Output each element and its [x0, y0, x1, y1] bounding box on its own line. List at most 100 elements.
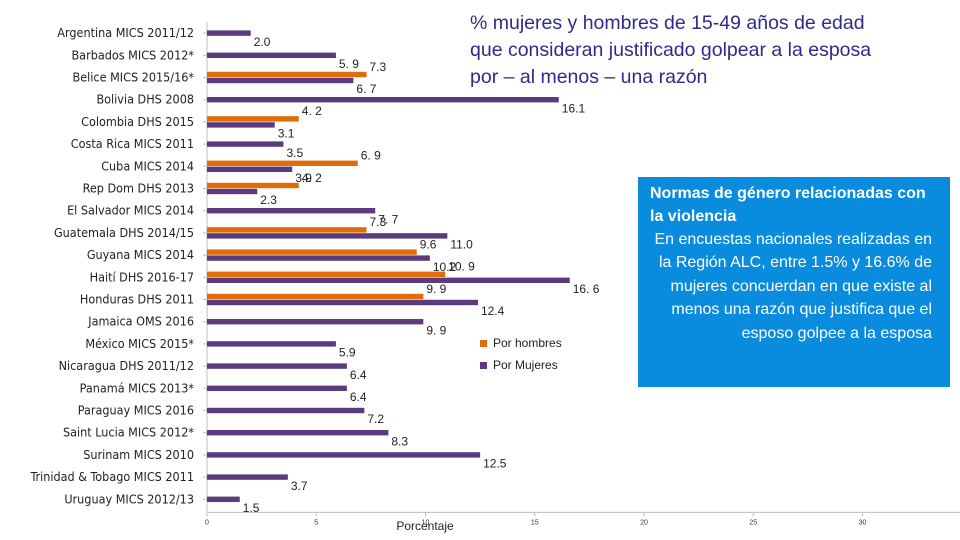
data-label-men: 7.3 — [370, 60, 387, 74]
bar-women — [207, 188, 258, 195]
legend-label: Por Mujeres — [493, 358, 558, 372]
data-label-women: 3.9 — [295, 171, 312, 185]
bar-women — [207, 385, 347, 391]
bar-women — [207, 363, 347, 369]
x-tick-label: 20 — [640, 519, 648, 526]
data-label-women: 6.4 — [350, 368, 367, 382]
bar-women — [207, 208, 376, 214]
category-label: Cuba MICS 2014 — [101, 158, 194, 173]
chart-title-line: que consideran justificado golpear a la … — [470, 39, 872, 61]
info-box: Normas de género relacionadas con la vio… — [638, 177, 950, 387]
info-box-body: En encuestas nacionales realizadas en la… — [654, 231, 932, 342]
data-label-women: 12.4 — [481, 304, 505, 318]
category-label: Trinidad & Tobago MICS 2011 — [29, 469, 194, 484]
data-label-men: 9. 9 — [426, 282, 446, 296]
category-label: Nicaragua DHS 2011/12 — [59, 358, 194, 373]
category-label: Bolivia DHS 2008 — [96, 92, 194, 107]
data-label-women: 6. 7 — [356, 82, 376, 96]
category-label: Haití DHS 2016-17 — [90, 269, 194, 284]
bar-women — [207, 299, 478, 306]
data-label-men: 6. 9 — [361, 149, 381, 163]
data-label-men: 7.3 — [370, 215, 387, 229]
bar-women — [207, 30, 251, 36]
category-label: Paraguay MICS 2016 — [78, 403, 194, 418]
data-label-women: 11.0 — [450, 238, 473, 252]
category-label: Costa Rica MICS 2011 — [71, 136, 194, 151]
category-label: México MICS 2015* — [85, 336, 194, 351]
data-label-women: 10.2 — [433, 260, 457, 274]
bar-women — [207, 52, 336, 58]
category-label: Barbados MICS 2012* — [71, 47, 194, 62]
data-label-women: 5.9 — [339, 346, 356, 360]
data-label-men: 4. 2 — [302, 104, 322, 118]
category-label: Uruguay MICS 2012/13 — [64, 491, 194, 506]
x-tick-label: 10 — [422, 519, 430, 526]
bar-men — [207, 293, 424, 300]
data-label-women: 5. 9 — [339, 57, 359, 71]
x-tick-label: 15 — [531, 519, 539, 526]
bar-women — [207, 341, 336, 347]
x-tick-label: 0 — [205, 519, 209, 526]
bar-women — [207, 77, 354, 84]
data-label-men: 9.6 — [420, 237, 437, 251]
category-label: El Salvador MICS 2014 — [67, 203, 194, 218]
data-label-women: 1.5 — [243, 501, 260, 515]
x-tick-label: 5 — [314, 519, 318, 526]
bar-women — [207, 255, 430, 261]
chart-title-line: % mujeres y hombres de 15-49 años de eda… — [470, 12, 865, 34]
bar-women — [207, 233, 448, 239]
bar-men — [207, 182, 299, 189]
legend-item: Por hombres — [480, 332, 562, 354]
bar-men — [207, 116, 299, 122]
data-label-men: 10. 9 — [448, 260, 475, 274]
data-label-women: 12.5 — [483, 457, 507, 471]
bar-women — [207, 452, 481, 458]
category-label: Jamaica OMS 2016 — [87, 314, 194, 329]
legend-swatch — [480, 361, 487, 369]
x-tick-label: 25 — [749, 519, 757, 526]
legend-swatch — [480, 339, 487, 347]
data-label-women: 7. 7 — [378, 212, 398, 226]
bar-women — [207, 319, 424, 325]
category-label: Belice MICS 2015/16* — [73, 70, 195, 85]
data-label-women: 6.4 — [350, 390, 367, 404]
bar-women — [207, 407, 365, 414]
bar-women — [207, 97, 559, 103]
category-label: Argentina MICS 2011/12 — [57, 25, 194, 40]
bar-women — [207, 277, 570, 283]
x-tick-label: 30 — [859, 519, 867, 526]
bar-men — [207, 249, 417, 255]
data-label-women: 2.3 — [260, 193, 277, 207]
x-axis-title: Porcentaje — [396, 519, 454, 533]
bar-men — [207, 271, 446, 277]
category-label: Saint Lucia MICS 2012* — [63, 425, 194, 440]
info-box-heading: Normas de género relacionadas con la vio… — [650, 185, 926, 225]
category-label: Rep Dom DHS 2013 — [83, 181, 194, 196]
legend-item: Por Mujeres — [480, 354, 562, 376]
bar-men — [207, 227, 367, 233]
bar-women — [207, 141, 284, 147]
data-label-women: 2.0 — [254, 35, 271, 49]
category-label: Honduras DHS 2011 — [80, 292, 194, 307]
category-label: Guyana MICS 2014 — [87, 247, 194, 262]
chart-title: % mujeres y hombres de 15-49 años de eda… — [470, 10, 950, 91]
data-label-women: 7.2 — [367, 412, 384, 426]
legend: Por hombres Por Mujeres — [480, 332, 562, 376]
bar-women — [207, 474, 288, 480]
category-label: Panamá MICS 2013* — [80, 380, 195, 395]
category-label: Colombia DHS 2015 — [81, 114, 194, 129]
data-label-women: 8.3 — [391, 434, 408, 448]
bar-women — [207, 166, 293, 172]
bar-men — [207, 71, 367, 78]
data-label-women: 16. 6 — [573, 282, 600, 296]
data-label-women: 3.7 — [291, 479, 308, 493]
data-label-women: 9. 9 — [426, 323, 446, 337]
data-label-women: 3.1 — [278, 127, 295, 141]
bar-men — [207, 160, 358, 166]
chart-title-line: por – al menos – una razón — [470, 66, 708, 88]
bar-women — [207, 122, 275, 128]
data-label-women: 3.5 — [286, 146, 303, 160]
legend-label: Por hombres — [493, 336, 562, 350]
data-label-women: 16.1 — [562, 101, 586, 115]
